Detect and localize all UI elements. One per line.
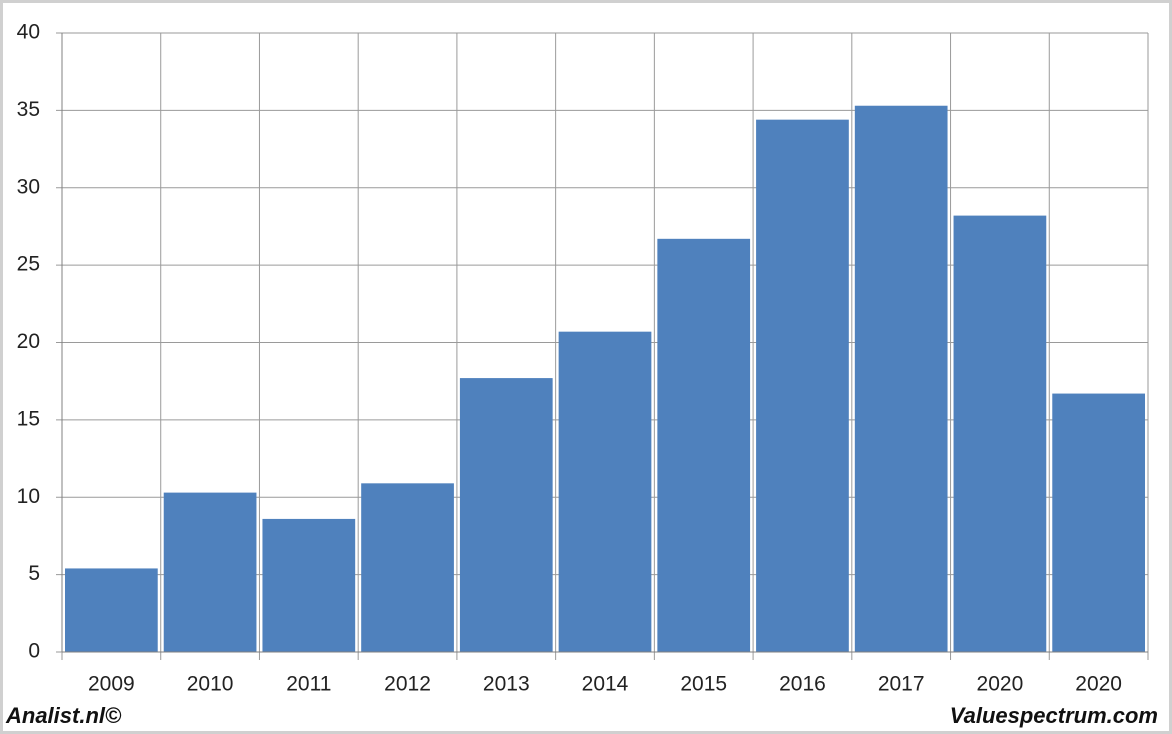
x-tick-label: 2012 bbox=[384, 673, 431, 696]
y-tick-label: 15 bbox=[17, 407, 40, 430]
x-tick-label: 2020 bbox=[1075, 673, 1122, 696]
y-tick-label: 30 bbox=[17, 175, 40, 198]
y-tick-label: 35 bbox=[17, 98, 40, 121]
bar bbox=[953, 215, 1047, 653]
y-tick-label: 5 bbox=[28, 562, 40, 585]
bar bbox=[459, 378, 553, 652]
x-tick-label: 2020 bbox=[977, 673, 1024, 696]
bar bbox=[163, 492, 257, 652]
y-tick-label: 0 bbox=[28, 640, 40, 663]
x-tick-label: 2015 bbox=[680, 673, 727, 696]
y-tick-label: 25 bbox=[17, 253, 40, 276]
y-tick-label: 10 bbox=[17, 485, 40, 508]
bar bbox=[361, 483, 454, 652]
x-tick-label: 2009 bbox=[88, 673, 135, 696]
credit-right: Valuespectrum.com bbox=[950, 703, 1158, 728]
bar bbox=[65, 568, 158, 652]
y-tick-label: 20 bbox=[17, 330, 40, 353]
credit-left: Analist.nl© bbox=[5, 703, 122, 728]
bar bbox=[1052, 393, 1145, 652]
bar bbox=[854, 105, 948, 653]
x-tick-label: 2014 bbox=[582, 673, 629, 696]
x-tick-label: 2011 bbox=[286, 673, 331, 696]
bar bbox=[657, 238, 751, 652]
x-tick-label: 2016 bbox=[779, 673, 826, 696]
x-tick-label: 2013 bbox=[483, 673, 530, 696]
x-tick-label: 2010 bbox=[187, 673, 234, 696]
y-tick-label: 40 bbox=[17, 21, 40, 44]
bar bbox=[756, 119, 849, 652]
x-tick-label: 2017 bbox=[878, 673, 925, 696]
bar bbox=[558, 331, 652, 652]
bar bbox=[262, 518, 356, 652]
